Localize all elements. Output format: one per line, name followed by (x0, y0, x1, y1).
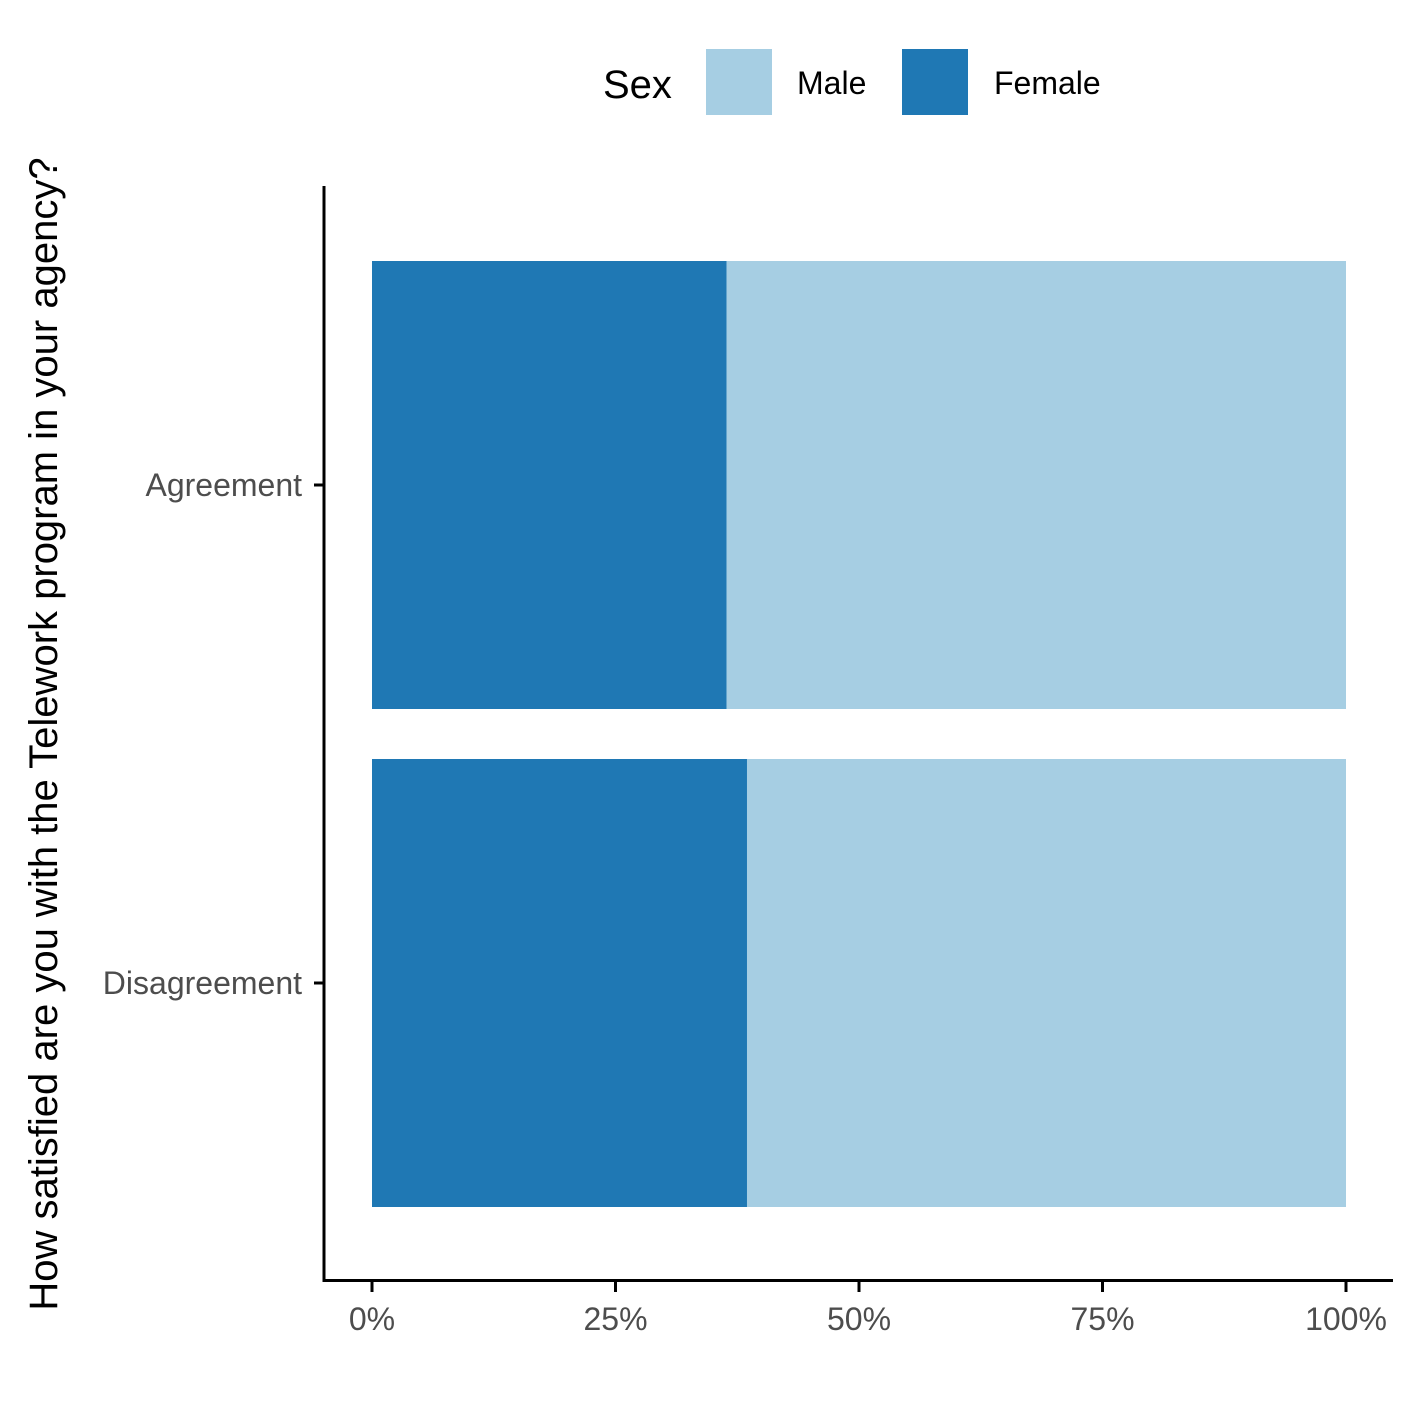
legend-title: Sex (603, 63, 672, 107)
y-axis-title: How satisfied are you with the Telework … (22, 157, 66, 1310)
bar-disagreement-female (372, 759, 747, 1207)
bar-agreement-female (372, 261, 727, 709)
x-ticks: 0% 25% 50% 75% 100% (349, 1282, 1387, 1337)
legend-swatch-male (706, 49, 772, 115)
y-tick-label: Agreement (145, 467, 302, 503)
x-tick-label: 0% (349, 1301, 395, 1337)
legend-label-female: Female (994, 65, 1101, 101)
legend-swatch-female (902, 49, 968, 115)
x-tick-label: 100% (1305, 1301, 1387, 1337)
y-ticks: Agreement Disagreement (103, 467, 324, 1001)
y-tick-label: Disagreement (103, 965, 302, 1001)
bar-disagreement-male (746, 759, 1346, 1207)
x-tick-label: 50% (827, 1301, 891, 1337)
legend-label-male: Male (797, 65, 866, 101)
bar-agreement-male (726, 261, 1346, 709)
x-tick-label: 25% (583, 1301, 647, 1337)
x-tick-label: 75% (1070, 1301, 1134, 1337)
legend: Sex Male Female (603, 49, 1101, 115)
bars (372, 261, 1346, 1207)
